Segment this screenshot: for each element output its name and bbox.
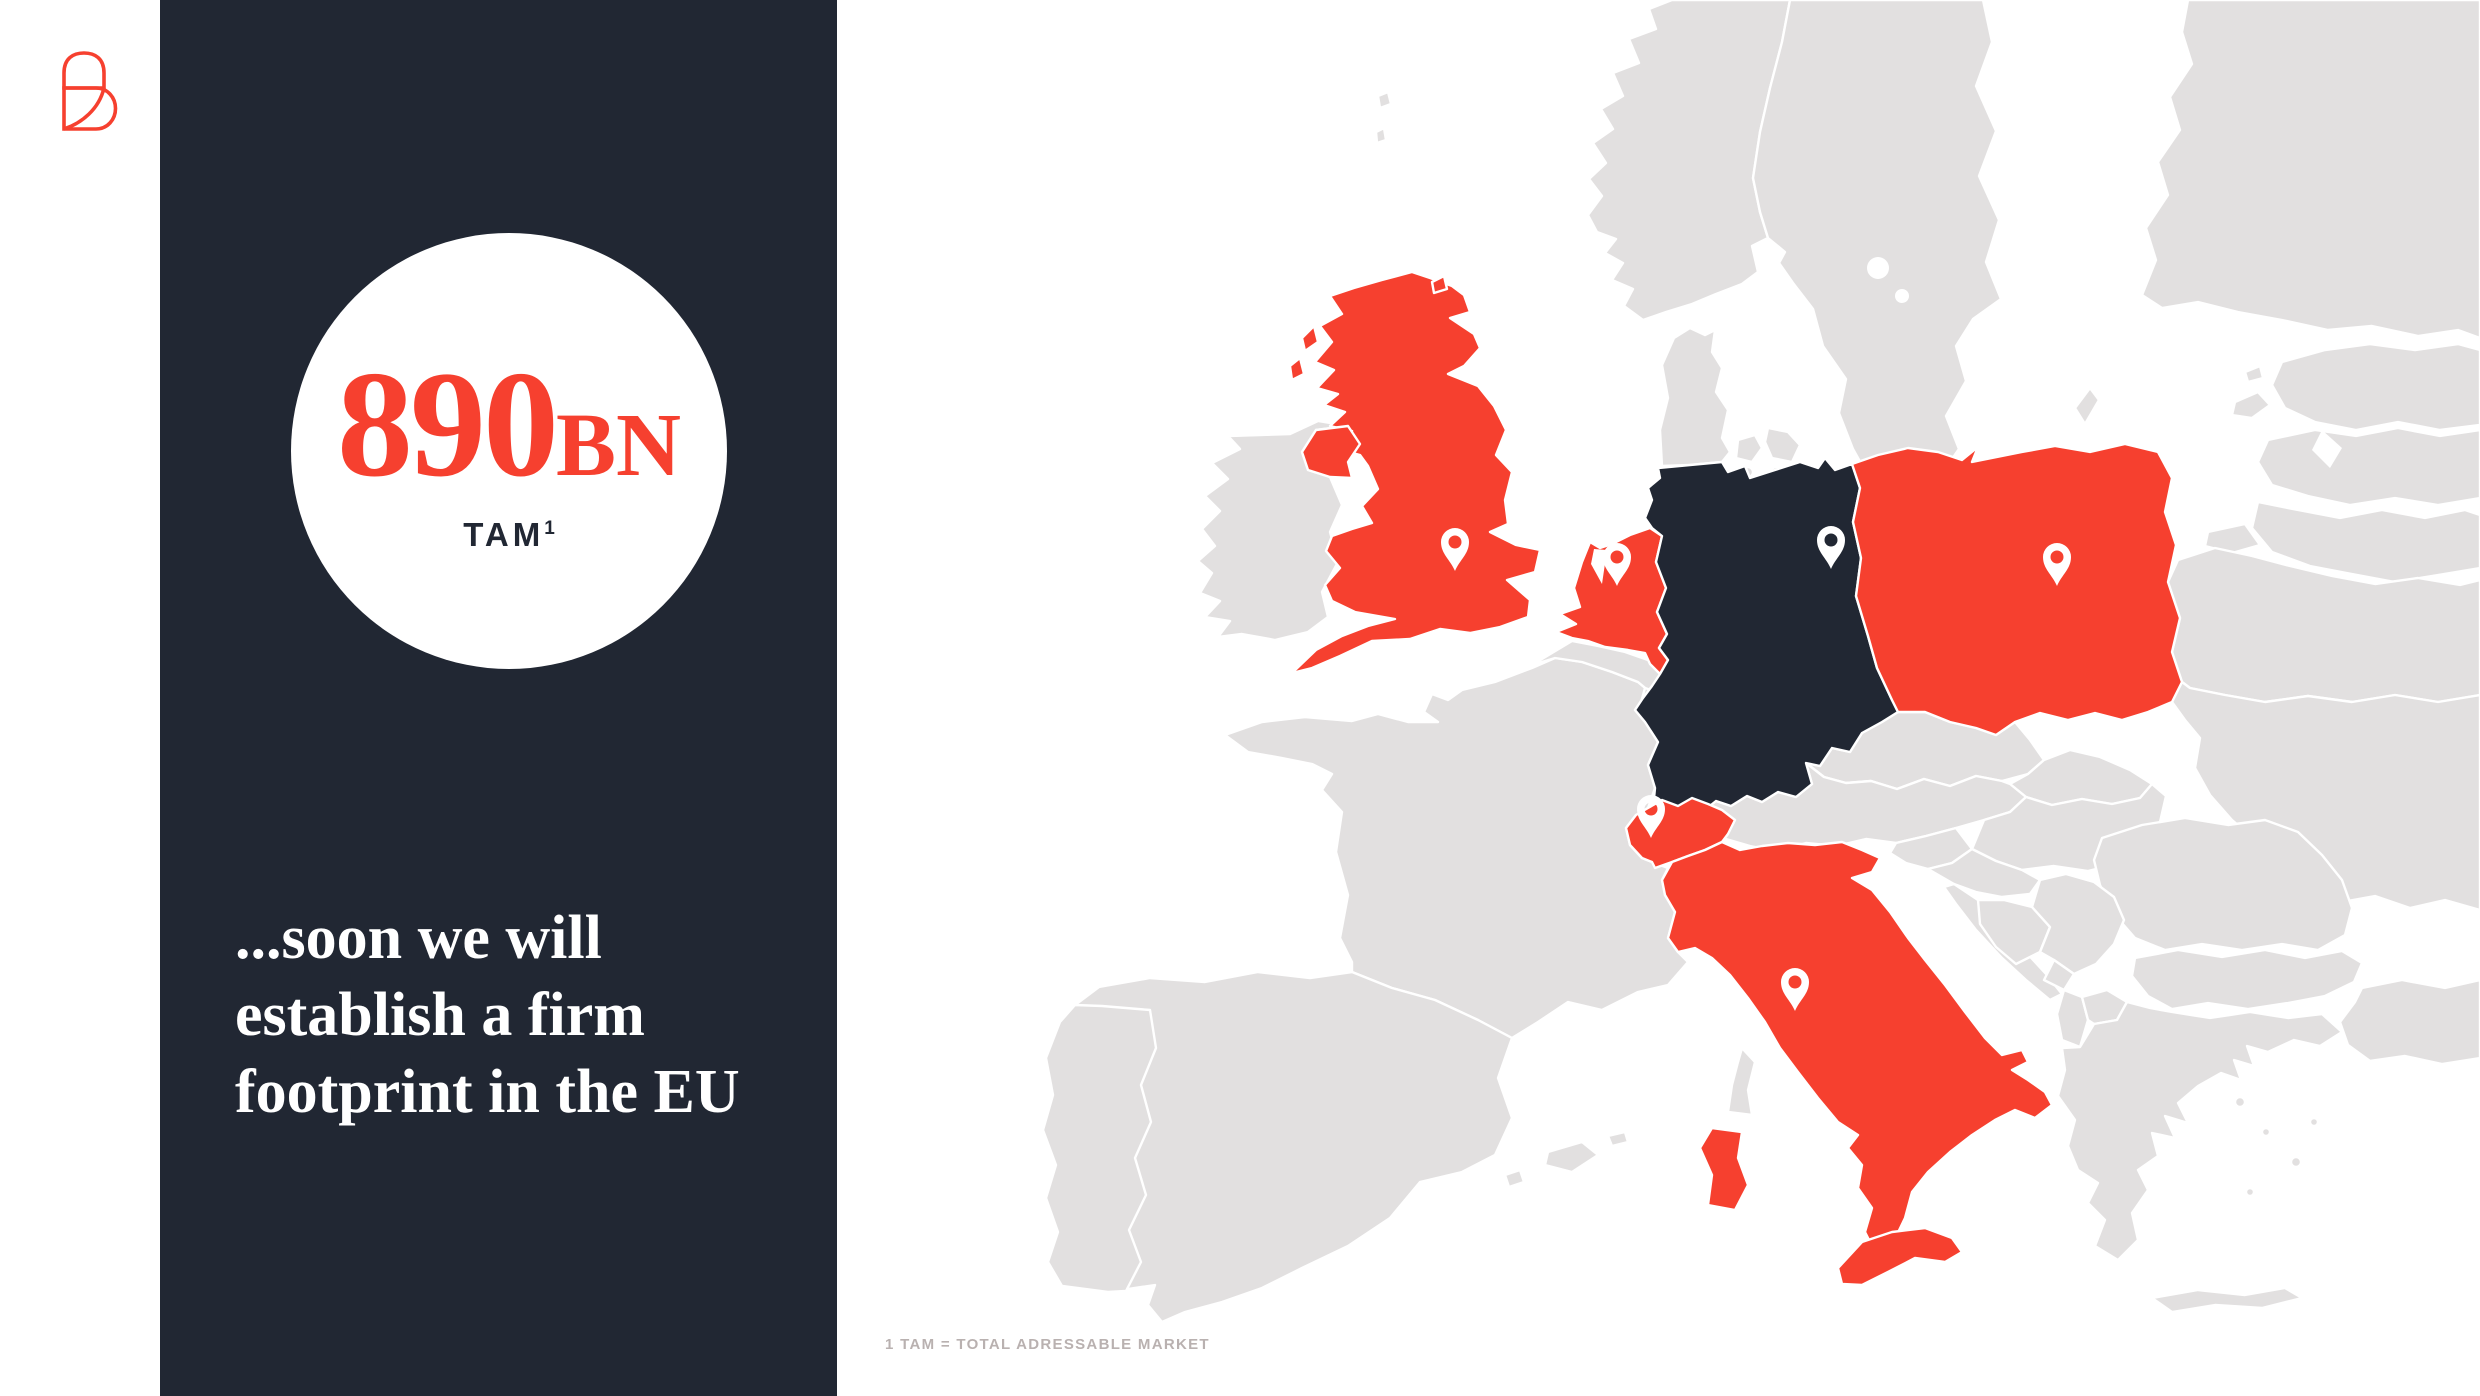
- b-heart-logo-icon: [62, 51, 118, 131]
- europe-map-svg: [1041, 0, 2480, 1324]
- island-faroe-2: [1374, 126, 1388, 145]
- tagline-line-3: footprint in the EU: [235, 1058, 740, 1126]
- country-lithuania: [2250, 500, 2480, 584]
- country-poland: [1850, 442, 2184, 737]
- island-orkney: [1430, 274, 1449, 295]
- gulf-of-riga: [2312, 430, 2342, 468]
- aegean-island-2: [2260, 1126, 2272, 1138]
- aegean-island-1: [2233, 1095, 2247, 1109]
- aegean-island-4: [2244, 1186, 2256, 1198]
- island-hebrides-2: [1288, 356, 1306, 382]
- stat-label-text: TAM: [463, 516, 545, 553]
- island-gotland: [2073, 386, 2101, 426]
- island-menorca: [1606, 1130, 1630, 1148]
- country-denmark-jutland: [1658, 326, 1732, 468]
- tagline-line-1: ...soon we will: [235, 904, 602, 972]
- country-italy: [1660, 840, 2054, 1254]
- lake-vattern: [1895, 289, 1909, 303]
- island-sardinia: [1698, 1126, 1750, 1212]
- stat-label: TAM1: [463, 516, 555, 554]
- island-hiiumaa: [2243, 364, 2265, 384]
- stat-unit: BN: [555, 396, 682, 495]
- island-crete: [2150, 1286, 2304, 1314]
- island-hebrides-1: [1300, 324, 1320, 353]
- island-sicily: [1836, 1226, 1964, 1287]
- tam-stat-circle: 890BN TAM1: [291, 233, 727, 669]
- country-croatia: [1926, 847, 2042, 899]
- footnote: 1 TAM = TOTAL ADRESSABLE MARKET: [885, 1336, 1210, 1353]
- stat-footnote-ref: 1: [544, 518, 555, 539]
- country-turkey: [2338, 978, 2480, 1066]
- island-saaremaa: [2230, 390, 2272, 420]
- aegean-island-5: [2308, 1116, 2320, 1128]
- island-ibiza: [1503, 1168, 1526, 1189]
- island-funen: [1734, 433, 1764, 464]
- stat-number: 890: [336, 340, 559, 508]
- tagline: ...soon we will establish a firm footpri…: [235, 900, 795, 1131]
- tagline-line-2: establish a firm: [235, 981, 645, 1049]
- region-kaliningrad: [2203, 522, 2262, 555]
- country-latvia: [2256, 426, 2480, 507]
- stat-value: 890BN: [337, 348, 681, 500]
- country-sweden: [1751, 0, 2003, 485]
- country-ukraine: [2170, 680, 2480, 912]
- country-estonia: [2270, 342, 2480, 432]
- country-bulgaria: [2130, 948, 2364, 1011]
- country-greece: [2056, 1000, 2344, 1262]
- ijsselmeer: [1591, 549, 1607, 584]
- country-united-kingdom: [1290, 270, 1542, 675]
- aegean-island-3: [2289, 1155, 2303, 1169]
- country-serbia: [2030, 872, 2126, 976]
- europe-map: [837, 0, 2480, 1396]
- island-faroe-1: [1376, 90, 1393, 110]
- island-corsica: [1726, 1046, 1757, 1117]
- lake-vanern: [1867, 257, 1889, 279]
- island-zealand: [1763, 426, 1802, 464]
- country-finland: [2140, 0, 2480, 340]
- country-portugal: [1041, 1003, 1158, 1294]
- left-panel: 890BN TAM1 ...soon we will establish a f…: [160, 0, 837, 1396]
- island-mallorca: [1543, 1140, 1600, 1174]
- country-uk-northern-ireland: [1300, 424, 1362, 480]
